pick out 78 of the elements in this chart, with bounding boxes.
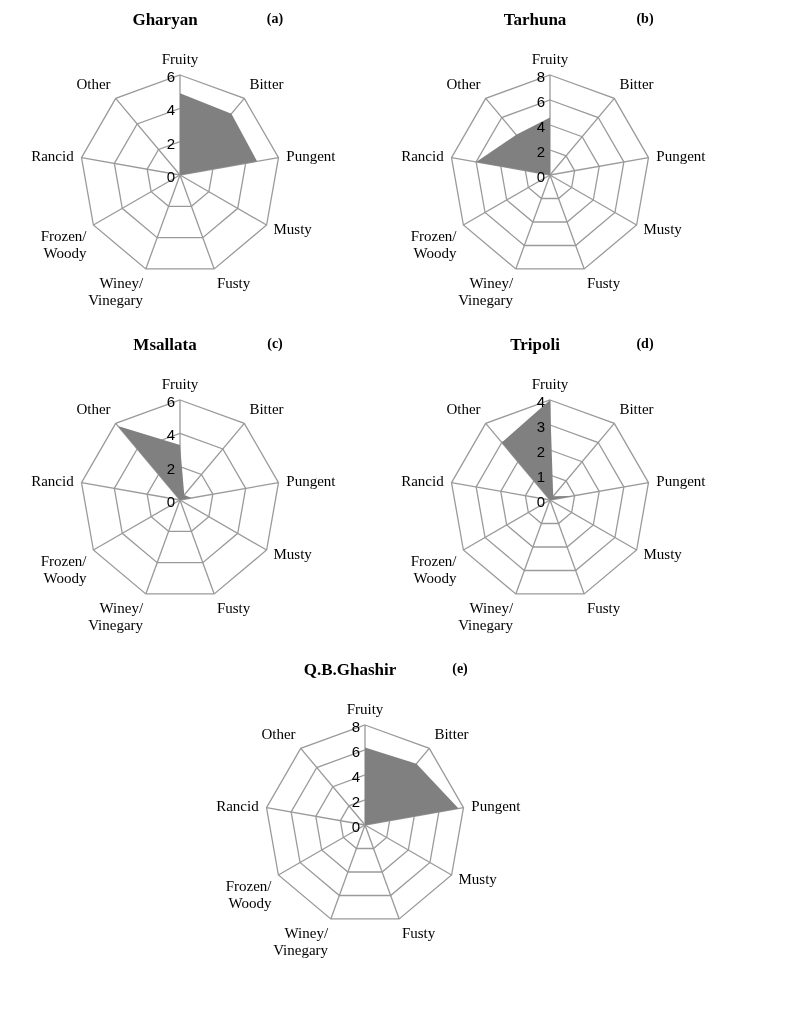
chart-title: Tripoli: [510, 335, 561, 354]
spoke-label: Pungent: [656, 473, 707, 490]
spoke-label: Frozen/ Woody: [40, 228, 88, 261]
spoke-label: Rancid: [31, 148, 75, 165]
spoke-label: Winey/ Vinegary: [458, 600, 514, 634]
spoke-label: Winey/ Vinegary: [88, 600, 144, 634]
spoke-label: Musty: [643, 546, 683, 562]
spoke-label: Fruity: [531, 376, 569, 392]
spoke-label: Other: [76, 76, 111, 93]
spoke-label: Other: [76, 401, 111, 418]
spoke-label: Bitter: [249, 76, 284, 93]
spoke-label: Rancid: [401, 148, 445, 165]
spoke-label: Fusty: [216, 600, 251, 617]
y-tick-label: 2: [536, 143, 545, 160]
spoke-label: Bitter: [619, 401, 654, 418]
chart-title: Tarhuna: [503, 10, 567, 29]
y-tick-label: 2: [536, 443, 545, 460]
spoke-label: Musty: [273, 546, 313, 562]
text: (b): [636, 11, 654, 27]
text: (a): [266, 11, 284, 27]
y-tick-label: 0: [536, 493, 545, 510]
spoke-label: Winey/ Vinegary: [458, 275, 514, 309]
y-tick-label: 3: [536, 418, 545, 435]
y-tick-label: 8: [536, 68, 545, 85]
text: (e): [452, 661, 469, 677]
y-tick-label: 2: [166, 134, 175, 152]
spoke-label: Frozen/ Woody: [225, 878, 273, 911]
spoke-label: Fruity: [531, 51, 569, 67]
spoke-label: Musty: [458, 871, 498, 887]
spoke-label: Fruity: [161, 376, 199, 392]
spoke-label: Winey/ Vinegary: [273, 925, 329, 959]
spoke-label: Fusty: [586, 275, 621, 292]
chart-title: Msallata: [133, 335, 198, 354]
spoke-label: Other: [261, 726, 296, 743]
chart-title: Gharyan: [132, 10, 199, 29]
y-tick-label: 4: [166, 101, 175, 119]
spoke-label: Pungent: [286, 473, 337, 490]
spoke-label: Frozen/ Woody: [410, 553, 458, 586]
y-tick-label: 0: [351, 818, 360, 835]
spoke-label: Fusty: [401, 925, 436, 942]
y-tick-label: 2: [351, 793, 360, 810]
y-tick-label: 6: [536, 93, 545, 110]
spoke-label: Pungent: [656, 148, 707, 165]
spoke-label: Other: [446, 401, 481, 418]
y-tick-label: 4: [536, 393, 545, 410]
spoke-label: Musty: [643, 221, 683, 237]
y-tick-label: 6: [166, 393, 175, 410]
spoke-label: Fruity: [346, 701, 384, 717]
y-tick-label: 6: [166, 68, 175, 85]
y-tick-label: 4: [536, 118, 545, 135]
y-tick-label: 2: [166, 459, 175, 477]
spoke-label: Bitter: [619, 76, 654, 93]
spoke-label: Bitter: [434, 726, 469, 743]
y-tick-label: 0: [536, 168, 545, 185]
y-tick-label: 4: [166, 426, 175, 444]
y-tick-label: 0: [166, 493, 175, 510]
spoke-label: Fusty: [216, 275, 251, 292]
spoke-label: Rancid: [216, 798, 260, 815]
spoke-label: Rancid: [31, 473, 75, 490]
spoke-label: Rancid: [401, 473, 445, 490]
spoke-label: Pungent: [286, 148, 337, 165]
spoke-label: Other: [446, 76, 481, 93]
spoke-label: Fruity: [161, 51, 199, 67]
spoke-label: Winey/ Vinegary: [88, 275, 144, 309]
y-tick-label: 6: [351, 743, 360, 760]
spoke-label: Frozen/ Woody: [40, 553, 88, 586]
y-tick-label: 4: [351, 768, 360, 785]
y-tick-label: 1: [536, 468, 545, 485]
text: (d): [636, 336, 654, 352]
spoke-label: Frozen/ Woody: [410, 228, 458, 261]
spoke-label: Pungent: [471, 798, 522, 815]
chart-title: Q.B.Ghashir: [303, 660, 397, 679]
spoke-label: Bitter: [249, 401, 284, 418]
y-tick-label: 8: [351, 718, 360, 735]
y-tick-label: 0: [166, 168, 175, 185]
spoke-label: Musty: [273, 221, 313, 237]
text: (c): [267, 336, 284, 352]
spoke-label: Fusty: [586, 600, 621, 617]
